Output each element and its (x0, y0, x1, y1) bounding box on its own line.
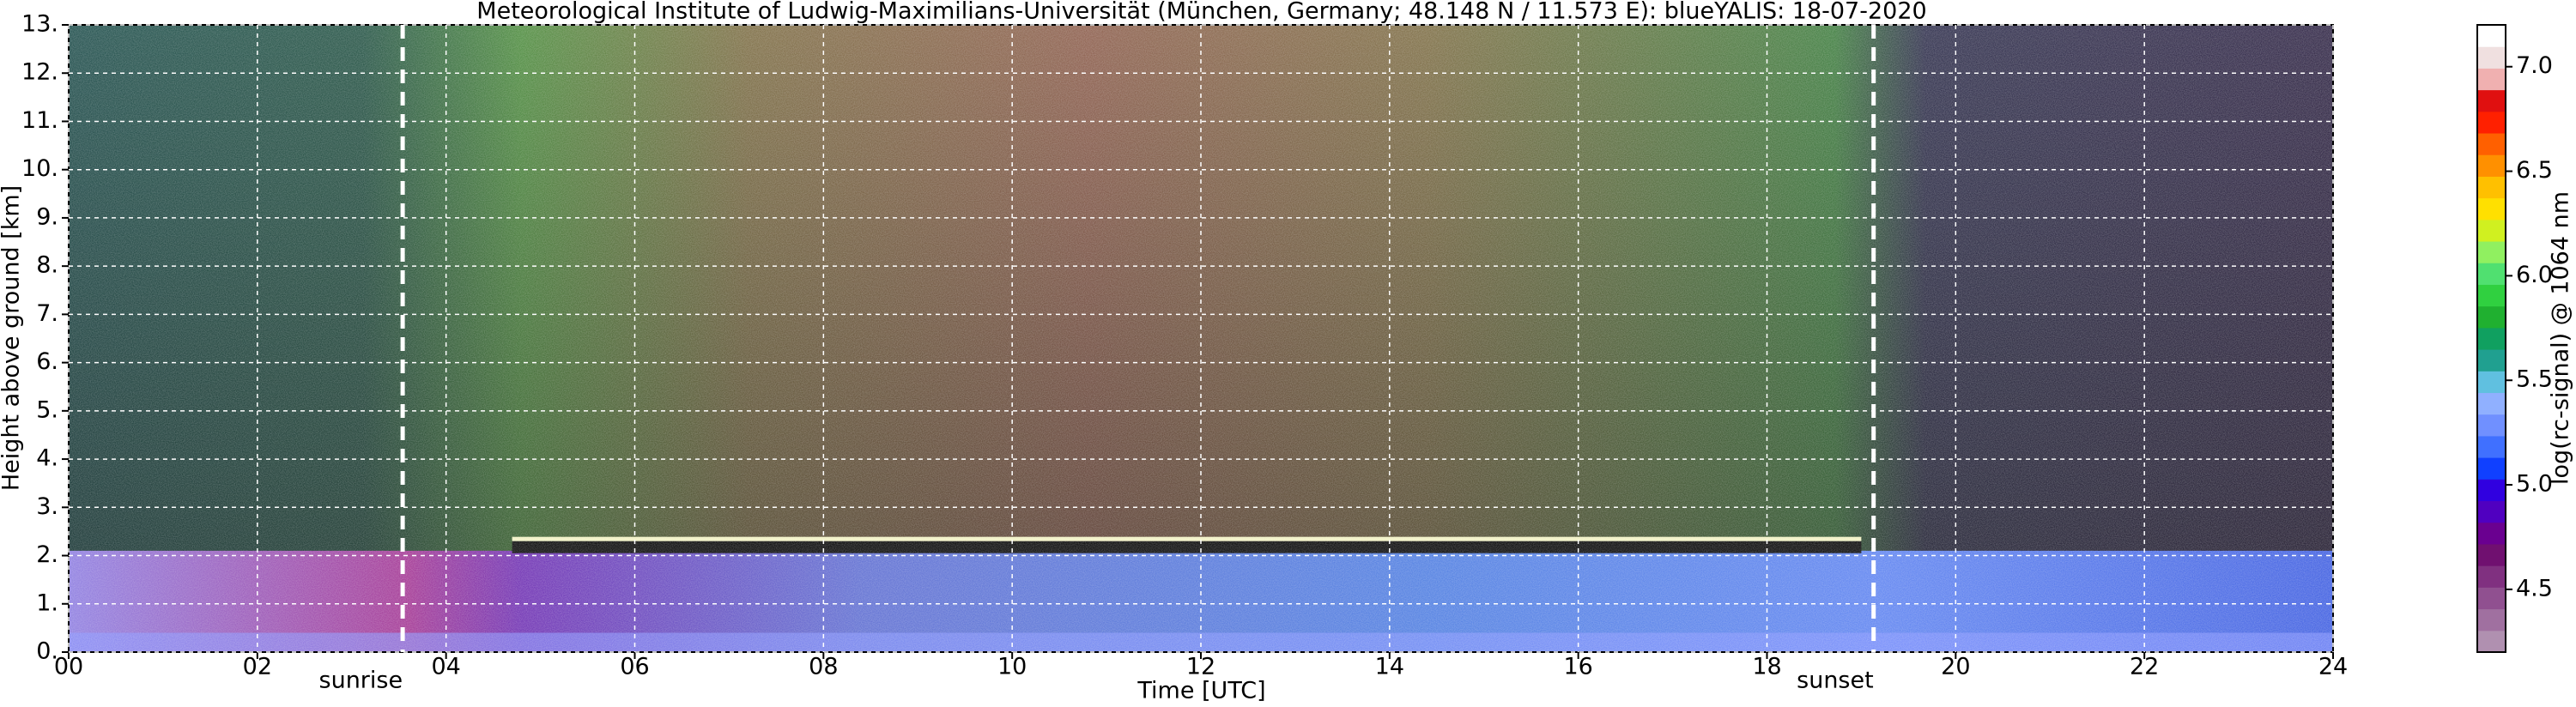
annotation-label: sunrise (319, 668, 403, 694)
colorbar-tick-label: 5.0 (2516, 471, 2553, 498)
colorbar-cell (2477, 89, 2506, 112)
colorbar-cell (2477, 263, 2506, 285)
y-tick-label: 11. (21, 107, 58, 134)
colorbar-cell (2477, 68, 2506, 91)
x-tick-label: 20 (1941, 654, 1970, 680)
x-tick-label: 12 (1186, 654, 1215, 680)
colorbar-cell (2477, 479, 2506, 502)
x-tick-label: 22 (2130, 654, 2159, 680)
x-axis-label: Time [UTC] (1136, 678, 1265, 704)
x-tick-label: 06 (620, 654, 649, 680)
x-tick-label: 08 (809, 654, 838, 680)
y-tick-label: 1. (36, 589, 58, 616)
colorbar-frame (2476, 24, 2506, 653)
x-tick-label: 14 (1375, 654, 1404, 680)
colorbar-cell (2477, 565, 2506, 588)
y-tick-label: 0. (36, 638, 58, 665)
x-tick-label: 18 (1752, 654, 1781, 680)
x-tick-label: 02 (243, 654, 272, 680)
colorbar-cell (2477, 608, 2506, 631)
colorbar-cell (2477, 435, 2506, 458)
x-tick-label: 16 (1563, 654, 1592, 680)
y-tick-label: 3. (36, 493, 58, 520)
colorbar-cell (2477, 46, 2506, 69)
x-tick-label: 04 (431, 654, 460, 680)
x-tick-label: 00 (54, 654, 83, 680)
colorbar-cell (2477, 133, 2506, 155)
colorbar-cell (2477, 630, 2506, 653)
colorbar-tick-label: 4.5 (2516, 575, 2553, 601)
colorbar-cell (2477, 327, 2506, 350)
x-tick-label: 24 (2318, 654, 2348, 680)
colorbar-cell (2477, 522, 2506, 545)
y-tick-label: 7. (36, 300, 58, 327)
colorbar-cell (2477, 197, 2506, 221)
colorbar-tick-label: 6.5 (2516, 157, 2553, 184)
y-tick-label: 9. (36, 203, 58, 230)
y-tick-label: 13. (21, 11, 58, 38)
colorbar-cell (2477, 392, 2506, 415)
colorbar-cell (2477, 241, 2506, 263)
y-tick-label: 10. (21, 155, 58, 182)
colorbar-cell (2477, 25, 2506, 47)
colorbar-cell (2477, 587, 2506, 610)
colorbar-cell (2477, 543, 2506, 566)
colorbar-cell (2477, 349, 2506, 372)
y-tick-label: 5. (36, 396, 58, 423)
colorbar-cell (2477, 176, 2506, 199)
colorbar-cell (2477, 371, 2506, 394)
colorbar-cell (2477, 305, 2506, 329)
colorbar-tick-label: 6.0 (2516, 262, 2553, 288)
y-tick-label: 4. (36, 445, 58, 472)
y-tick-label: 8. (36, 252, 58, 279)
colorbar-cell (2477, 154, 2506, 177)
y-axis-label: Height above ground [km] (0, 185, 25, 491)
colorbar-cell (2477, 219, 2506, 242)
x-tick-label: 10 (997, 654, 1027, 680)
y-tick-label: 12. (21, 59, 58, 86)
y-tick-label: 2. (36, 541, 58, 568)
colorbar-tick-label: 7.0 (2516, 52, 2553, 79)
colorbar-cell (2477, 111, 2506, 134)
colorbar-tick-label: 5.5 (2516, 366, 2553, 393)
colorbar-cell (2477, 414, 2506, 437)
y-tick-label: 6. (36, 348, 58, 375)
colorbar-cell (2477, 500, 2506, 523)
colorbar-cell (2477, 284, 2506, 307)
colorbar-label: log(rc-signal) @ 1064 nm (2548, 191, 2574, 485)
colorbar-cell (2477, 457, 2506, 480)
chart-title: Meteorological Institute of Ludwig-Maxim… (476, 0, 1926, 25)
annotation-label: sunset (1797, 668, 1874, 694)
